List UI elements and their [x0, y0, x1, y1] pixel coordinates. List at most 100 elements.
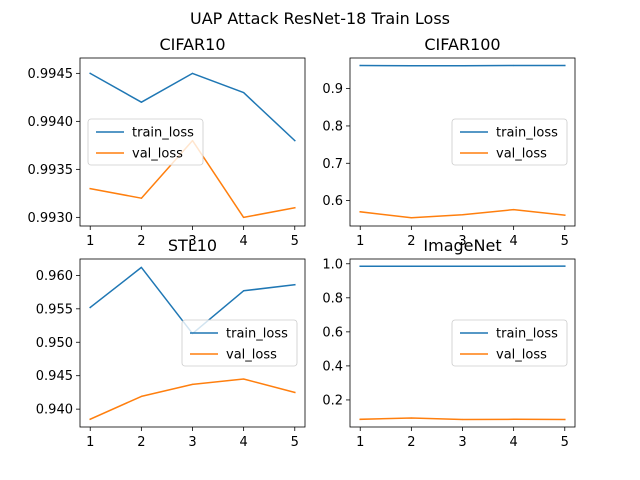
subplot-stl10: STL10 1 2 3 4 5 0.940 0.945 0.950 0.955 0.960 train…	[36, 236, 306, 450]
data-point-val_loss-1	[89, 418, 91, 420]
series-line-val_loss	[359, 208, 566, 219]
y-tick-label: 1.0	[322, 257, 343, 272]
x-tick-label: 1	[86, 435, 94, 450]
subplot-title: CIFAR100	[424, 35, 500, 54]
y-tick-label: 0.9940	[28, 115, 74, 130]
data-point-train_loss-4	[243, 91, 245, 94]
subplot-imagenet: ImageNet 1 2 3 4 5 0.2 0.4 0.6 0.8 1.0 train_lossva…	[322, 236, 576, 450]
legend: train_loss val_loss	[87, 118, 204, 166]
figure-title: UAP Attack ResNet-18 Train Loss	[190, 9, 450, 28]
data-point-train_loss-5	[294, 284, 296, 286]
data-point-val_loss-3	[461, 418, 464, 421]
data-point-train_loss-3	[461, 65, 464, 67]
data-point-train_loss-2	[140, 101, 142, 103]
data-point-val_loss-5	[294, 391, 296, 394]
subplot-cifar100: CIFAR100 1 2 3 4 5 0.6 0.7 0.8 0.9 train_loss val_l…	[322, 35, 576, 249]
legend-label-train_loss: train_loss	[226, 327, 288, 342]
data-point-val_loss-2	[140, 395, 142, 398]
y-tick-label: 0.7	[322, 157, 343, 172]
y-tick-label: 0.9935	[28, 163, 74, 178]
x-tick-label: 2	[137, 234, 145, 249]
data-point-val_loss-4	[513, 418, 515, 420]
data-point-val_loss-1	[89, 187, 91, 190]
data-point-train_loss-5	[564, 265, 566, 267]
x-tick-label: 2	[137, 435, 145, 450]
legend-label-train_loss: train_loss	[496, 126, 558, 141]
y-tick-label: 0.6	[322, 194, 343, 209]
x-tick-label: 1	[356, 435, 364, 450]
data-point-val_loss-3	[191, 383, 194, 385]
series-line-val_loss	[89, 378, 296, 421]
legend-label-val_loss: val_loss	[226, 348, 277, 363]
y-tick-label: 0.950	[36, 336, 73, 351]
y-tick-label: 0.6	[322, 325, 343, 340]
subplot-title: STL10	[168, 236, 217, 255]
data-point-val_loss-2	[410, 417, 412, 419]
y-tick-label: 0.9945	[28, 67, 74, 82]
y-tick-label: 0.9	[322, 82, 343, 97]
data-point-val_loss-4	[513, 208, 515, 211]
y-tick-label: 0.4	[322, 359, 343, 374]
y-tick-label: 0.9930	[28, 211, 74, 226]
y-tick-label: 0.945	[36, 369, 73, 384]
legend: train_loss val_loss	[451, 319, 568, 367]
y-tick-label: 0.2	[322, 393, 343, 408]
data-point-train_loss-1	[359, 265, 361, 267]
data-point-val_loss-2	[410, 217, 412, 219]
legend-label-train_loss: train_loss	[132, 126, 194, 141]
x-tick-label: 5	[561, 435, 569, 450]
data-point-val_loss-1	[359, 211, 361, 213]
x-tick-label: 4	[509, 435, 517, 450]
x-tick-label: 4	[509, 234, 517, 249]
data-point-val_loss-5	[564, 418, 566, 421]
data-point-train_loss-3	[191, 72, 194, 74]
legend-label-val_loss: val_loss	[496, 147, 547, 162]
y-tick-label: 0.940	[36, 403, 73, 418]
x-tick-label: 5	[561, 234, 569, 249]
x-tick-label: 3	[188, 234, 196, 249]
data-point-train_loss-1	[89, 306, 91, 309]
y-tick-label: 0.8	[322, 291, 343, 306]
y-tick-label: 0.960	[36, 269, 73, 284]
legend-label-val_loss: val_loss	[132, 147, 183, 162]
x-tick-label: 5	[291, 435, 299, 450]
data-point-val_loss-5	[564, 214, 566, 216]
x-tick-label: 1	[86, 234, 94, 249]
subplot-cifar10: CIFAR10 1 2 3 4 5 0.9930 0.9935 0.9940 0.9945 trai…	[28, 35, 306, 249]
x-tick-label: 4	[239, 435, 247, 450]
data-point-train_loss-1	[359, 64, 361, 67]
data-point-train_loss-2	[410, 265, 412, 267]
y-tick-label: 0.8	[322, 119, 343, 134]
data-point-train_loss-5	[294, 139, 296, 142]
legend: train_loss val_loss	[181, 319, 298, 367]
data-point-train_loss-4	[243, 290, 245, 292]
data-point-train_loss-3	[461, 265, 464, 267]
x-tick-label: 4	[239, 234, 247, 249]
x-tick-label: 3	[458, 435, 466, 450]
data-point-val_loss-5	[294, 207, 296, 209]
x-tick-label: 3	[188, 435, 196, 450]
data-point-val_loss-4	[243, 378, 245, 380]
x-tick-label: 2	[407, 234, 415, 249]
data-point-val_loss-4	[243, 216, 245, 218]
data-point-val_loss-3	[461, 214, 464, 216]
legend: train_loss val_loss	[451, 118, 568, 166]
y-tick-label: 0.955	[36, 302, 73, 317]
data-point-train_loss-2	[410, 65, 412, 67]
subplot-title: CIFAR10	[159, 35, 225, 54]
data-point-val_loss-2	[140, 197, 142, 199]
data-point-train_loss-2	[140, 266, 142, 268]
x-tick-label: 1	[356, 234, 364, 249]
x-tick-label: 3	[458, 234, 466, 249]
data-point-train_loss-4	[513, 64, 515, 67]
legend-label-train_loss: train_loss	[496, 327, 558, 342]
subplot-title: ImageNet	[423, 236, 501, 255]
data-point-val_loss-1	[359, 418, 361, 420]
x-tick-label: 5	[291, 234, 299, 249]
data-point-train_loss-1	[89, 72, 91, 74]
data-point-train_loss-5	[564, 64, 566, 67]
x-tick-label: 2	[407, 435, 415, 450]
data-point-train_loss-4	[513, 265, 515, 267]
legend-label-val_loss: val_loss	[496, 348, 547, 363]
